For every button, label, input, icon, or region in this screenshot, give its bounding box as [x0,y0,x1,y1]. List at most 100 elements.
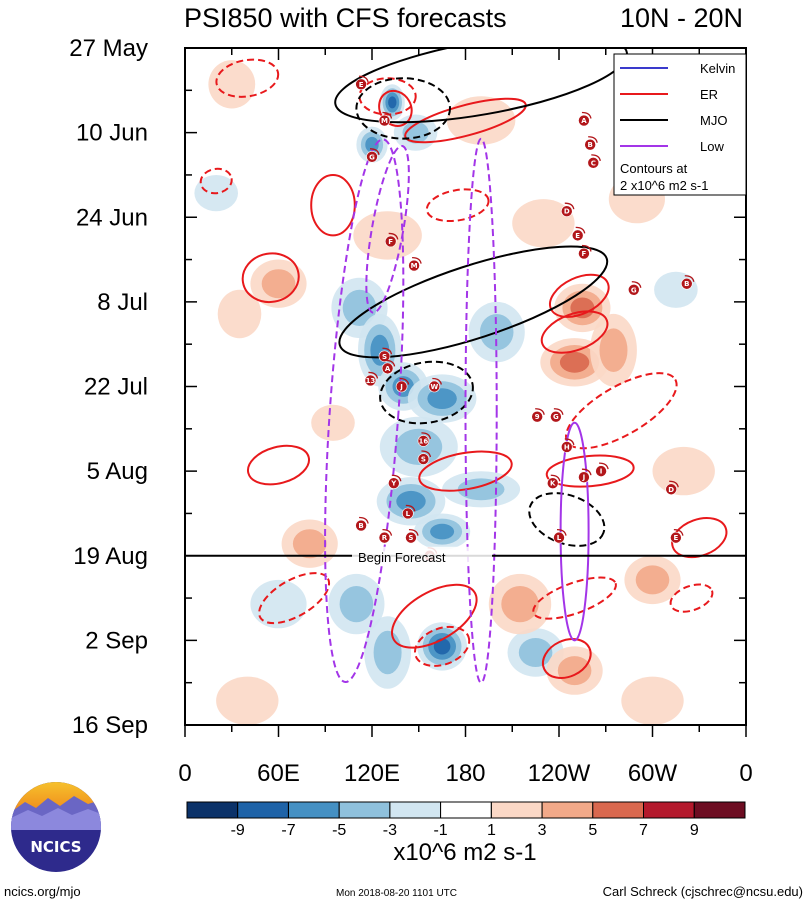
storm-tail-6 [564,202,575,210]
x-tick-label-4: 120W [528,760,591,787]
storm-dot-21 [417,453,430,465]
contour-21 [334,48,628,124]
storm-label-21: S [421,456,426,464]
colorbar-swatch-3 [338,801,391,819]
storm-tail-8 [581,244,592,252]
contour-19 [215,58,280,98]
storm-tail-9 [388,232,399,240]
contour-11 [545,454,635,488]
storm-tail-11 [631,281,642,288]
storm-dot-27 [388,477,400,490]
colorbar-label-2: -5 [332,822,346,839]
shading-blob-22-1 [261,269,296,299]
storm-dot-2 [366,151,378,163]
y-tick-label-0: 27 May [69,35,148,62]
storm-tail-31 [408,528,419,536]
colorbar-swatch-9 [643,801,695,819]
storm-dot-5 [587,157,600,169]
storm-tail-4 [588,136,598,143]
storm-tail-14 [385,359,396,367]
shading-blob-36-0 [311,404,355,441]
legend: Kelvin ER MJO Low Contours at 2 x10^6 m2… [613,53,747,196]
contour-27 [324,138,405,684]
colorbar-swatch-7 [541,801,594,819]
colorbar-swatch-5 [440,801,492,819]
storm-dot-16 [395,380,408,393]
x-tick-label-5: 60W [628,760,678,787]
storm-tail-12 [684,275,695,282]
storm-dot-28 [402,507,414,520]
colorbar-swatch-4 [389,801,442,819]
colorbar-label-7: 5 [588,822,597,839]
storm-marker-19: G [550,408,564,423]
storm-dot-3 [578,114,590,127]
shading-blob-6-2 [427,388,457,409]
storm-dot-1 [378,114,391,127]
contour-29 [365,144,410,314]
logo-mountains-2 [11,808,101,830]
storm-tail-20 [421,432,432,440]
contour-23 [355,77,452,140]
storm-marker-30: R [378,528,393,544]
storm-marker-5: C [587,154,601,169]
storm-label-23: I [600,468,603,476]
storm-marker-18: 9 [531,408,545,423]
storm-marker-15: 13 [364,371,379,387]
contour-16 [541,638,592,679]
storm-label-29: B [358,522,363,530]
storm-label-20: 16 [419,437,429,445]
storm-marker-1: M [378,111,393,127]
shading-blob-13-1 [339,586,374,623]
chart-title: PSI850 with CFS forecasts [184,3,507,33]
storm-dot-22 [560,441,573,453]
storm-tail-10 [412,256,422,264]
legend-note-line1: Contours at [620,161,688,176]
contour-18 [669,583,714,613]
storm-dot-20 [417,435,430,447]
storm-tail-5 [591,154,601,161]
storm-label-31: S [408,534,413,542]
storm-label-24: J [582,474,586,482]
storm-tail-13 [382,347,393,355]
storm-dot-31 [405,531,417,544]
shading-blob-10-2 [430,523,455,540]
storm-marker-16: J [395,377,410,393]
storm-dot-19 [550,410,562,423]
shading-blob-8-2 [396,490,426,512]
storm-label-27: Y [390,480,397,488]
storm-label-16: J [399,383,403,391]
y-tick-label-5: 5 Aug [87,458,148,485]
storm-label-28: L [406,510,411,518]
colorbar-label-8: 7 [639,822,648,839]
storm-tail-16 [399,377,410,385]
legend-box [613,53,747,196]
storm-marker-10: M [408,256,422,272]
shading-blob-31-0 [652,446,715,496]
storm-dot-15 [364,374,377,387]
storm-marker-6: D [560,202,575,218]
y-tick-label-3: 8 Jul [97,289,148,316]
storm-tail-21 [421,450,432,458]
storm-label-1: M [381,117,388,125]
storm-label-4: B [587,141,592,149]
shading-blob-26-1 [292,529,327,559]
storm-dot-26 [665,483,678,496]
storm-marker-21: S [417,450,432,465]
storm-marker-11: G [627,281,642,296]
shading-blob-30-0 [353,211,422,260]
storm-label-26: D [668,486,674,494]
storm-marker-17: W [428,377,442,393]
footer-site: ncics.org/mjo [4,884,81,899]
colorbar-label-4: -1 [433,822,447,839]
x-tick-label-2: 120E [344,760,400,787]
shading-blob-24-1 [501,586,539,623]
storm-marker-14: A [381,359,396,375]
storm-label-18: 9 [535,413,540,421]
storm-tail-26 [669,480,679,488]
storm-tail-24 [581,468,592,476]
storm-tail-28 [405,504,416,512]
storm-label-6: D [564,208,570,216]
storm-marker-13: S [378,347,393,363]
storm-dot-0 [355,78,367,91]
